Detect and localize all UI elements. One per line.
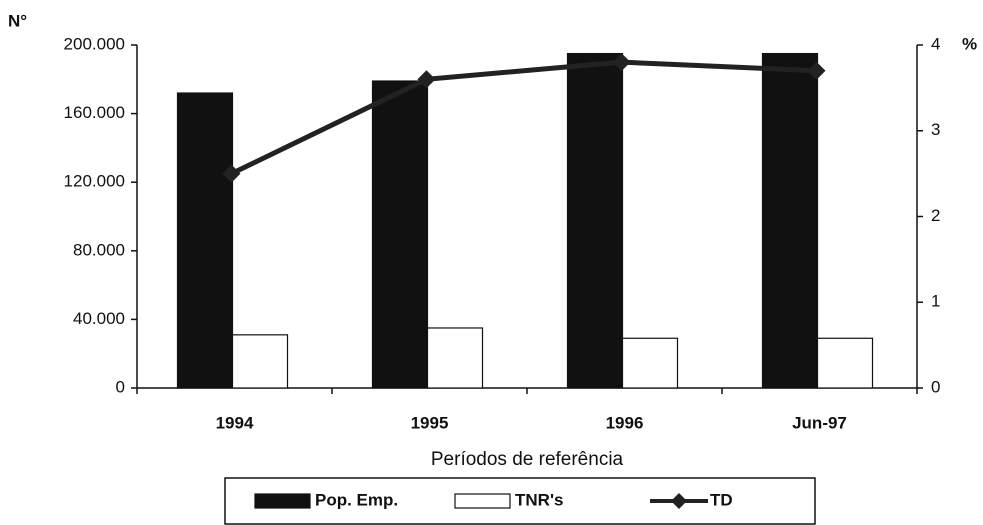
- bar: [371, 80, 429, 389]
- x-tick-label: 1995: [411, 413, 449, 432]
- legend-swatch: [254, 493, 311, 509]
- y-tick-label: 40.000: [73, 309, 125, 328]
- y2-tick-label: 4: [931, 34, 940, 53]
- x-tick-label: Jun-97: [792, 413, 847, 432]
- y-tick-label: 200.000: [64, 34, 125, 53]
- bar: [231, 334, 289, 389]
- y-tick-label: 80.000: [73, 240, 125, 259]
- line-marker: [612, 53, 631, 72]
- legend-label: Pop. Emp.: [315, 490, 398, 509]
- y-tick-label: 160.000: [64, 103, 125, 122]
- y-tick-label: 120.000: [64, 172, 125, 191]
- bar: [426, 327, 484, 389]
- line-marker: [417, 70, 436, 89]
- bar: [176, 92, 234, 389]
- bar: [761, 52, 819, 389]
- legend-label: TNR's: [515, 490, 563, 509]
- y-tick-label: 0: [116, 377, 125, 396]
- y2-axis-title: %: [962, 34, 977, 53]
- bar: [621, 337, 679, 389]
- bar: [816, 337, 874, 389]
- bar: [566, 52, 624, 389]
- y2-tick-label: 1: [931, 292, 940, 311]
- legend-swatch-marker: [671, 493, 687, 509]
- y2-tick-label: 0: [931, 377, 940, 396]
- line-marker: [222, 164, 241, 183]
- legend-swatch: [454, 493, 511, 509]
- legend-label: TD: [710, 490, 733, 509]
- line-marker: [807, 61, 826, 80]
- x-tick-label: 1994: [216, 413, 254, 432]
- x-axis-title: Períodos de referência: [431, 449, 624, 470]
- line: [230, 59, 817, 176]
- y2-tick-label: 2: [931, 206, 940, 225]
- x-tick-label: 1996: [606, 413, 644, 432]
- legend-box: [224, 477, 816, 525]
- y-axis-title: N°: [8, 11, 27, 30]
- y2-tick-label: 3: [931, 120, 940, 139]
